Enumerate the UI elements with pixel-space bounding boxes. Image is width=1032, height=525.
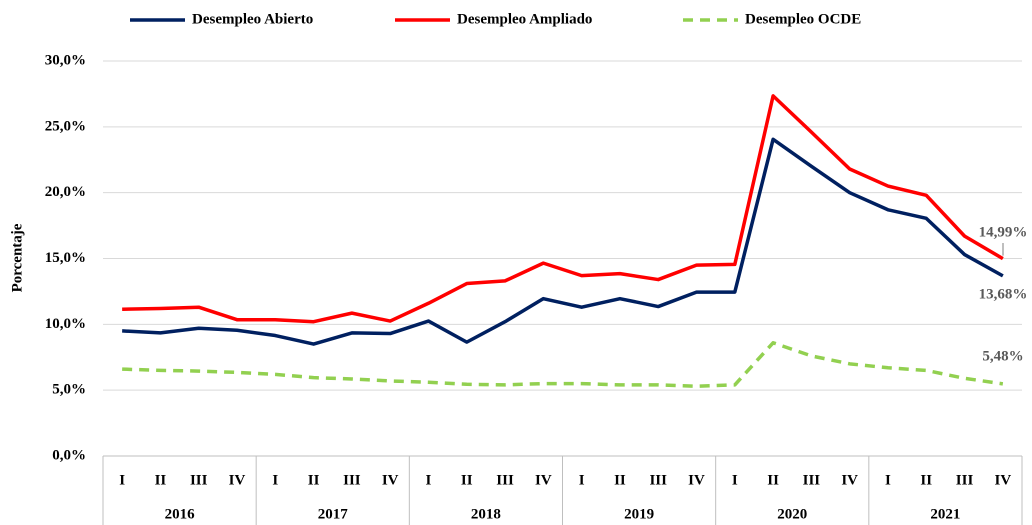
x-tick-label: I (885, 472, 891, 488)
series-line (122, 341, 1004, 388)
x-tick-label: IV (535, 472, 552, 488)
data-label: 13,68% (979, 286, 1028, 302)
x-group-label: 2020 (777, 506, 807, 522)
x-tick-label: III (343, 472, 361, 488)
legend-label: Desempleo Abierto (192, 11, 313, 27)
x-group-label: 2016 (165, 506, 196, 522)
y-tick-label: 0,0% (52, 447, 86, 463)
x-tick-label: II (155, 472, 167, 488)
x-tick-label: I (426, 472, 432, 488)
x-tick-label: III (956, 472, 974, 488)
y-axis-label: Porcentaje (9, 223, 25, 292)
series-line (122, 137, 1004, 346)
x-tick-label: II (461, 472, 473, 488)
x-tick-label: III (803, 472, 821, 488)
y-tick-label: 20,0% (45, 184, 86, 200)
x-tick-label: II (308, 472, 320, 488)
x-tick-label: II (614, 472, 626, 488)
data-label: 5,48% (982, 348, 1023, 364)
x-tick-label: I (579, 472, 585, 488)
legend-label: Desempleo Ampliado (457, 11, 592, 27)
y-tick-label: 25,0% (45, 118, 86, 134)
y-tick-label: 30,0% (45, 52, 86, 68)
x-tick-label: IV (688, 472, 705, 488)
x-tick-label: III (190, 472, 208, 488)
x-tick-label: IV (382, 472, 399, 488)
x-tick-label: I (732, 472, 738, 488)
x-group-label: 2019 (624, 506, 654, 522)
legend-label: Desempleo OCDE (745, 11, 861, 27)
x-tick-label: II (920, 472, 932, 488)
x-tick-label: I (119, 472, 125, 488)
x-tick-label: I (272, 472, 278, 488)
series-line (122, 94, 1004, 324)
x-tick-label: II (767, 472, 779, 488)
x-tick-label: III (496, 472, 514, 488)
x-group-label: 2017 (318, 506, 349, 522)
data-label: 14,99% (979, 224, 1028, 240)
x-group-label: 2018 (471, 506, 501, 522)
y-tick-label: 15,0% (45, 250, 86, 266)
x-group-label: 2021 (930, 506, 960, 522)
y-tick-label: 5,0% (52, 382, 86, 398)
x-tick-label: IV (841, 472, 858, 488)
x-tick-label: III (649, 472, 667, 488)
y-tick-label: 10,0% (45, 316, 86, 332)
x-tick-label: IV (229, 472, 246, 488)
x-tick-label: IV (995, 472, 1012, 488)
